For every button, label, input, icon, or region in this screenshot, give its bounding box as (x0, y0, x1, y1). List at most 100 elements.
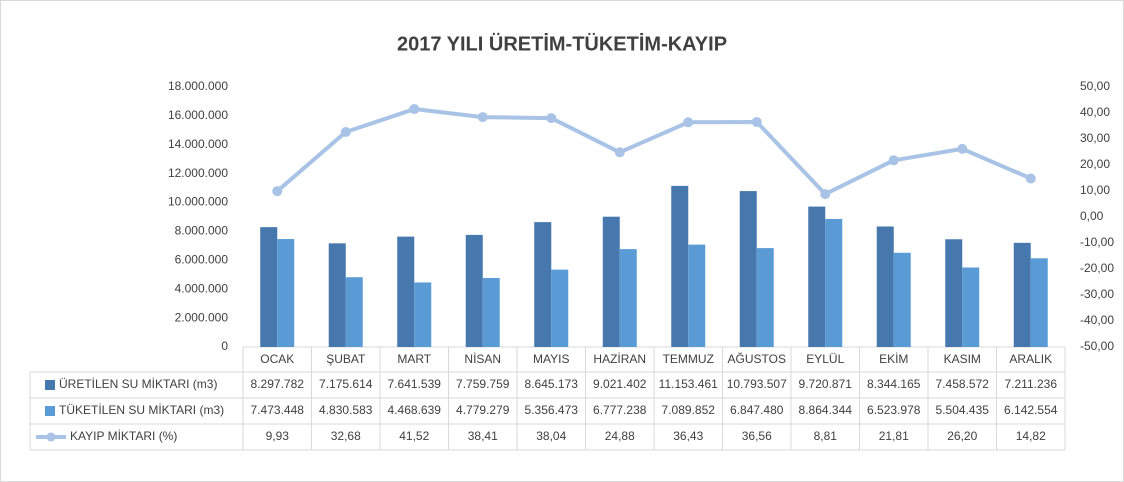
table-cell: 21,81 (879, 429, 909, 443)
y2-tick-label: -20,00 (1080, 261, 1114, 275)
y2-tick-label: 0,00 (1080, 209, 1104, 223)
line-marker (272, 186, 283, 197)
y-tick-label: 18.000.000 (168, 79, 228, 93)
table-cell: 6.142.554 (1004, 403, 1058, 417)
line-marker (957, 143, 968, 154)
table-cell: 7.473.448 (251, 403, 305, 417)
bar (345, 277, 363, 347)
bar (414, 282, 432, 347)
table-cell: 38,04 (536, 429, 566, 443)
bar (602, 216, 620, 347)
table-cell: 5.504.435 (936, 403, 990, 417)
table-cell: 9,93 (266, 429, 290, 443)
table-cell: 6.847.480 (730, 403, 784, 417)
bar (756, 248, 774, 347)
table-cell: 5.356.473 (525, 403, 579, 417)
table-cell: 9.720.871 (799, 377, 853, 391)
line-marker (820, 189, 831, 200)
line-marker (477, 112, 488, 123)
x-tick-label: ŞUBAT (326, 352, 366, 366)
table-cell: 8.344.165 (867, 377, 921, 391)
table-cell: 7.211.236 (1005, 377, 1058, 391)
y-tick-label: 4.000.000 (175, 281, 229, 295)
x-tick-label: HAZİRAN (593, 352, 646, 366)
bar (482, 277, 500, 347)
x-tick-label: AĞUSTOS (728, 351, 786, 366)
bar (739, 191, 757, 347)
bar (1013, 242, 1031, 347)
bar (465, 234, 483, 347)
bar (534, 222, 552, 347)
table-cell: 7.641.539 (388, 377, 442, 391)
x-tick-label: TEMMUZ (663, 352, 714, 366)
table-cell: 8.297.782 (251, 377, 305, 391)
legend-key (45, 380, 55, 390)
table-cell: 8,81 (814, 429, 838, 443)
y2-tick-label: -30,00 (1080, 287, 1114, 301)
legend-label: TÜKETİLEN SU MİKTARI (m3) (59, 403, 224, 417)
table-cell: 36,56 (742, 429, 772, 443)
legend-key (45, 406, 55, 416)
line-marker (546, 113, 557, 124)
bar (260, 227, 278, 347)
table-cell: 10.793.507 (727, 377, 787, 391)
bar (619, 249, 637, 347)
table-cell: 26,20 (947, 429, 977, 443)
y2-tick-label: -40,00 (1080, 313, 1114, 327)
line-marker (751, 116, 762, 127)
y2-tick-label: 50,00 (1080, 79, 1110, 93)
bar (328, 243, 346, 347)
bar (1030, 258, 1048, 347)
table-cell: 8.645.173 (525, 377, 579, 391)
table-cell: 36,43 (673, 429, 703, 443)
bar (893, 252, 911, 347)
y-tick-label: 8.000.000 (175, 224, 229, 238)
bar (945, 239, 963, 347)
bar (876, 226, 894, 347)
y-tick-label: 10.000.000 (168, 195, 228, 209)
line-marker (683, 117, 694, 128)
y-tick-label: 0 (221, 339, 228, 353)
y-tick-label: 12.000.000 (168, 166, 228, 180)
table-cell: 7.759.759 (456, 377, 510, 391)
y2-tick-label: 30,00 (1080, 131, 1110, 145)
x-tick-label: ARALIK (1009, 352, 1052, 366)
table-cell: 11.153.461 (659, 377, 718, 391)
x-tick-label: MART (397, 352, 431, 366)
legend-label: KAYIP MİKTARI (%) (70, 429, 177, 443)
bar (962, 267, 980, 347)
x-tick-label: KASIM (944, 352, 981, 366)
y-tick-label: 16.000.000 (168, 108, 228, 122)
bar (825, 218, 843, 347)
table-cell: 6.523.978 (867, 403, 921, 417)
y-tick-label: 6.000.000 (175, 253, 229, 267)
y2-tick-label: 40,00 (1080, 105, 1110, 119)
table-cell: 6.777.238 (593, 403, 647, 417)
table-cell: 32,68 (331, 429, 361, 443)
bar (688, 244, 706, 347)
table-cell: 9.021.402 (593, 377, 647, 391)
table-cell: 4.468.639 (388, 403, 442, 417)
table-cell: 4.830.583 (319, 403, 373, 417)
y2-tick-label: -50,00 (1080, 339, 1114, 353)
table-cell: 41,52 (399, 429, 429, 443)
table-cell: 7.089.852 (662, 403, 716, 417)
legend-label: ÜRETİLEN SU MİKTARI (m3) (59, 377, 217, 391)
bar (808, 206, 826, 347)
table-cell: 7.175.614 (319, 377, 373, 391)
x-tick-label: EKİM (879, 352, 908, 366)
x-tick-label: NİSAN (464, 352, 501, 366)
line-marker (1025, 173, 1036, 184)
x-tick-label: EYLÜL (806, 352, 844, 366)
line-marker (409, 104, 420, 115)
y2-tick-label: 10,00 (1080, 183, 1110, 197)
bar (671, 185, 689, 347)
y-tick-label: 2.000.000 (175, 310, 229, 324)
table-cell: 4.779.279 (456, 403, 510, 417)
chart-title: 2017 YILI ÜRETİM-TÜKETİM-KAYIP (397, 32, 727, 55)
table-cell: 38,41 (468, 429, 498, 443)
table-cell: 8.864.344 (799, 403, 853, 417)
bar (397, 236, 415, 347)
